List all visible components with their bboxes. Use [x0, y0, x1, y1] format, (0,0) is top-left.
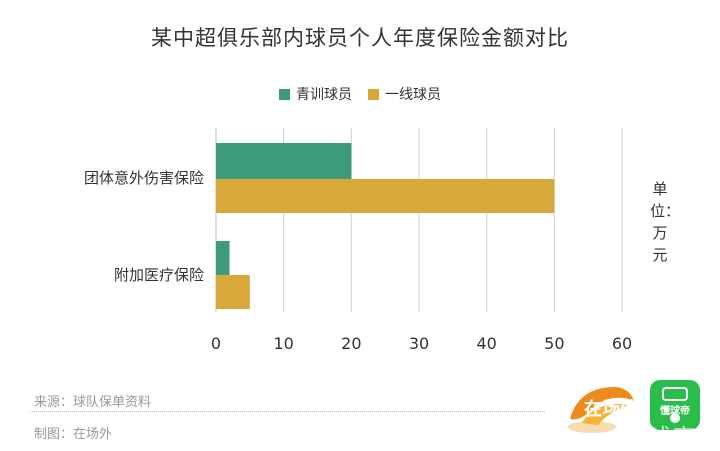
x-tick-label-60: 60 — [612, 334, 632, 353]
dongqiudi-logo-text: 懂球帝 — [660, 406, 690, 417]
bar-first-team-2 — [216, 275, 250, 309]
category-label-1: 团体意外伤害保险 — [84, 169, 204, 187]
category-label-2: 附加医疗保险 — [114, 266, 204, 284]
x-tick-label-30: 30 — [409, 334, 429, 353]
bar-youth-1 — [216, 143, 352, 179]
legend-item-first-team: 一线球员 — [368, 84, 441, 104]
chart-title: 某中超俱乐部内球员个人年度保险金额对比 — [151, 26, 569, 50]
legend-swatch-youth — [279, 88, 290, 100]
legend-item-youth: 青训球员 — [279, 84, 352, 104]
x-tick-label-0: 0 — [211, 334, 221, 353]
dongqiudi-logo-icon: 懂球帝 — [650, 380, 700, 430]
unit-label: 单位：万元 — [650, 180, 681, 264]
x-tick-label-10: 10 — [273, 334, 293, 353]
bar-youth-2 — [216, 241, 230, 275]
x-tick-label-40: 40 — [476, 334, 496, 353]
legend-label-youth: 青训球员 — [296, 87, 352, 103]
author-note: 制图：在场外 — [34, 427, 113, 442]
legend: 青训球员 一线球员 — [0, 84, 720, 104]
legend-label-first-team: 一线球员 — [385, 87, 441, 103]
zaichangwai-logo-text: 在场外 — [584, 398, 638, 420]
bar-first-team-1 — [216, 179, 555, 213]
source-note: 来源：球队保单资料 — [34, 395, 152, 410]
watermark-text: 懂球帝 — [622, 424, 697, 451]
x-tick-label-50: 50 — [544, 334, 564, 353]
x-tick-label-20: 20 — [341, 334, 361, 353]
footer-divider — [30, 411, 545, 412]
legend-swatch-first-team — [368, 88, 379, 100]
zaichangwai-logo-icon: 在场外 — [568, 387, 638, 433]
